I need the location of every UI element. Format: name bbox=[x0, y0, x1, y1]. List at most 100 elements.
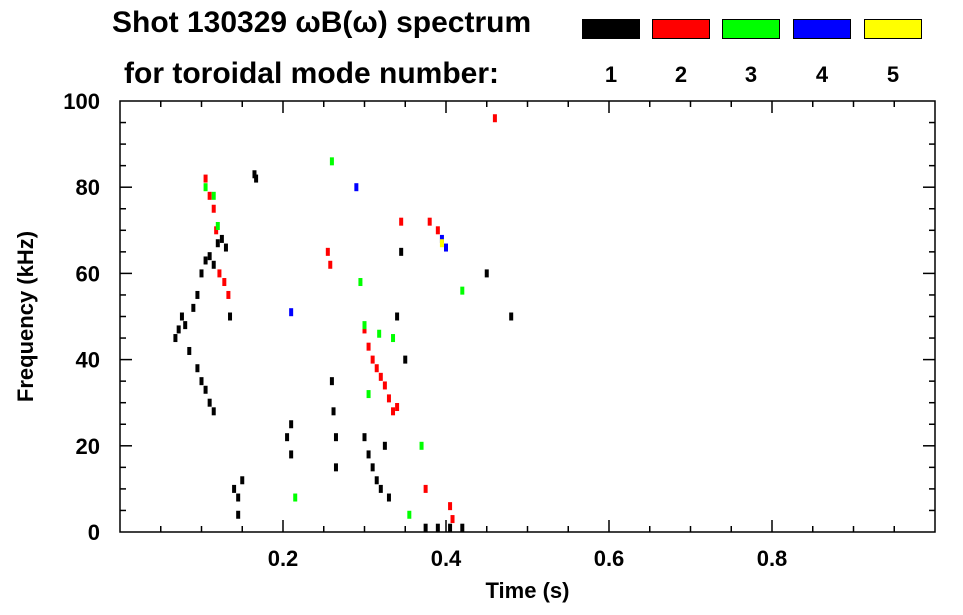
legend-label-mode-1: 1 bbox=[604, 62, 618, 87]
data-point-mode-1 bbox=[211, 260, 216, 269]
data-point-mode-2 bbox=[203, 174, 208, 183]
y-tick-label: 20 bbox=[76, 434, 100, 459]
data-point-mode-2 bbox=[370, 355, 375, 364]
data-point-mode-5 bbox=[439, 239, 444, 248]
y-tick-label: 40 bbox=[76, 348, 100, 373]
y-axis-label: Frequency (kHz) bbox=[13, 231, 38, 402]
data-point-mode-1 bbox=[195, 290, 200, 299]
data-point-mode-1 bbox=[395, 312, 400, 321]
data-point-mode-1 bbox=[289, 450, 294, 459]
data-point-mode-1 bbox=[207, 398, 212, 407]
data-point-mode-3 bbox=[215, 221, 220, 230]
data-point-mode-1 bbox=[435, 523, 440, 532]
data-point-mode-2 bbox=[450, 515, 455, 524]
data-point-mode-1 bbox=[484, 269, 489, 278]
chart-title-line-2: for toroidal mode number: bbox=[124, 57, 499, 90]
data-point-mode-1 bbox=[448, 523, 453, 532]
data-point-mode-1 bbox=[333, 433, 338, 442]
data-point-mode-1 bbox=[176, 325, 181, 334]
data-point-mode-1 bbox=[399, 247, 404, 256]
data-point-mode-1 bbox=[378, 484, 383, 493]
x-tick-label: 0.2 bbox=[268, 546, 299, 571]
data-point-mode-4 bbox=[439, 234, 444, 243]
data-point-mode-2 bbox=[435, 226, 440, 235]
data-point-mode-2 bbox=[374, 364, 379, 373]
data-point-mode-1 bbox=[203, 256, 208, 265]
legend-swatch-mode-1 bbox=[582, 19, 640, 39]
data-point-mode-1 bbox=[232, 484, 237, 493]
data-point-mode-1 bbox=[329, 377, 334, 386]
data-point-mode-1 bbox=[366, 450, 371, 459]
data-point-mode-1 bbox=[403, 355, 408, 364]
data-point-mode-3 bbox=[391, 334, 396, 343]
data-point-mode-1 bbox=[173, 334, 178, 343]
data-point-mode-1 bbox=[219, 234, 224, 243]
data-point-mode-2 bbox=[391, 407, 396, 416]
y-tick-label: 80 bbox=[76, 175, 100, 200]
data-point-mode-1 bbox=[183, 321, 188, 330]
data-point-mode-2 bbox=[222, 278, 227, 287]
x-axis-label: Time (s) bbox=[486, 578, 570, 603]
data-point-mode-4 bbox=[289, 308, 294, 317]
legend-swatch-mode-3 bbox=[722, 19, 780, 39]
data-point-mode-4 bbox=[444, 243, 448, 252]
data-point-mode-2 bbox=[386, 394, 391, 403]
data-point-mode-2 bbox=[226, 290, 231, 299]
data-point-mode-1 bbox=[223, 243, 228, 252]
data-point-mode-3 bbox=[329, 157, 334, 166]
data-point-mode-1 bbox=[236, 510, 241, 519]
chart-title-line-1: Shot 130329 ωB(ω) spectrum bbox=[112, 6, 532, 39]
data-point-mode-3 bbox=[203, 183, 208, 192]
x-tick-label: 0.6 bbox=[594, 546, 625, 571]
y-tick-label: 0 bbox=[88, 520, 100, 545]
data-point-mode-2 bbox=[423, 484, 428, 493]
data-point-mode-2 bbox=[217, 269, 222, 278]
data-point-mode-3 bbox=[366, 390, 371, 399]
data-point-mode-1 bbox=[386, 493, 391, 502]
y-tick-label: 60 bbox=[76, 261, 100, 286]
data-point-mode-1 bbox=[236, 493, 241, 502]
data-point-mode-2 bbox=[211, 204, 216, 213]
data-point-mode-1 bbox=[191, 303, 196, 312]
data-point-mode-2 bbox=[366, 342, 371, 351]
data-point-mode-2 bbox=[325, 247, 330, 256]
data-point-mode-4 bbox=[354, 183, 359, 192]
data-point-mode-3 bbox=[362, 321, 367, 330]
legend-label-mode-3: 3 bbox=[744, 62, 758, 87]
axis-ticks bbox=[120, 101, 935, 532]
data-point-mode-1 bbox=[187, 346, 192, 355]
data-point-mode-2 bbox=[362, 325, 367, 334]
x-tick-label: 0.4 bbox=[431, 546, 462, 571]
data-point-mode-3 bbox=[419, 441, 424, 450]
data-point-mode-1 bbox=[252, 170, 257, 179]
data-point-mode-1 bbox=[199, 377, 204, 386]
legend-label-mode-5: 5 bbox=[886, 62, 900, 87]
legend-swatch-mode-2 bbox=[652, 19, 710, 39]
y-tick-label: 100 bbox=[63, 89, 100, 114]
data-point-mode-2 bbox=[382, 381, 387, 390]
data-point-mode-1 bbox=[195, 364, 200, 373]
data-point-mode-1 bbox=[362, 433, 367, 442]
data-point-mode-1 bbox=[370, 463, 375, 472]
data-point-mode-2 bbox=[492, 114, 497, 123]
data-point-mode-2 bbox=[427, 217, 432, 226]
data-point-mode-1 bbox=[207, 252, 212, 261]
data-point-mode-1 bbox=[199, 269, 204, 278]
data-point-mode-1 bbox=[203, 385, 208, 394]
data-point-mode-1 bbox=[382, 441, 387, 450]
data-point-mode-1 bbox=[285, 433, 290, 442]
legend-label-mode-4: 4 bbox=[815, 62, 829, 87]
data-point-mode-2 bbox=[395, 403, 400, 412]
data-point-mode-2 bbox=[328, 260, 333, 269]
data-point-mode-1 bbox=[215, 239, 220, 248]
data-point-mode-1 bbox=[254, 174, 259, 183]
data-point-mode-2 bbox=[378, 372, 383, 381]
data-point-mode-1 bbox=[240, 476, 245, 485]
data-point-mode-1 bbox=[228, 312, 233, 321]
data-point-mode-3 bbox=[358, 278, 363, 287]
data-point-mode-1 bbox=[179, 312, 184, 321]
data-point-mode-1 bbox=[374, 476, 379, 485]
data-point-mode-1 bbox=[331, 407, 336, 416]
data-point-mode-3 bbox=[211, 191, 216, 200]
legend-swatch-mode-4 bbox=[793, 19, 851, 39]
